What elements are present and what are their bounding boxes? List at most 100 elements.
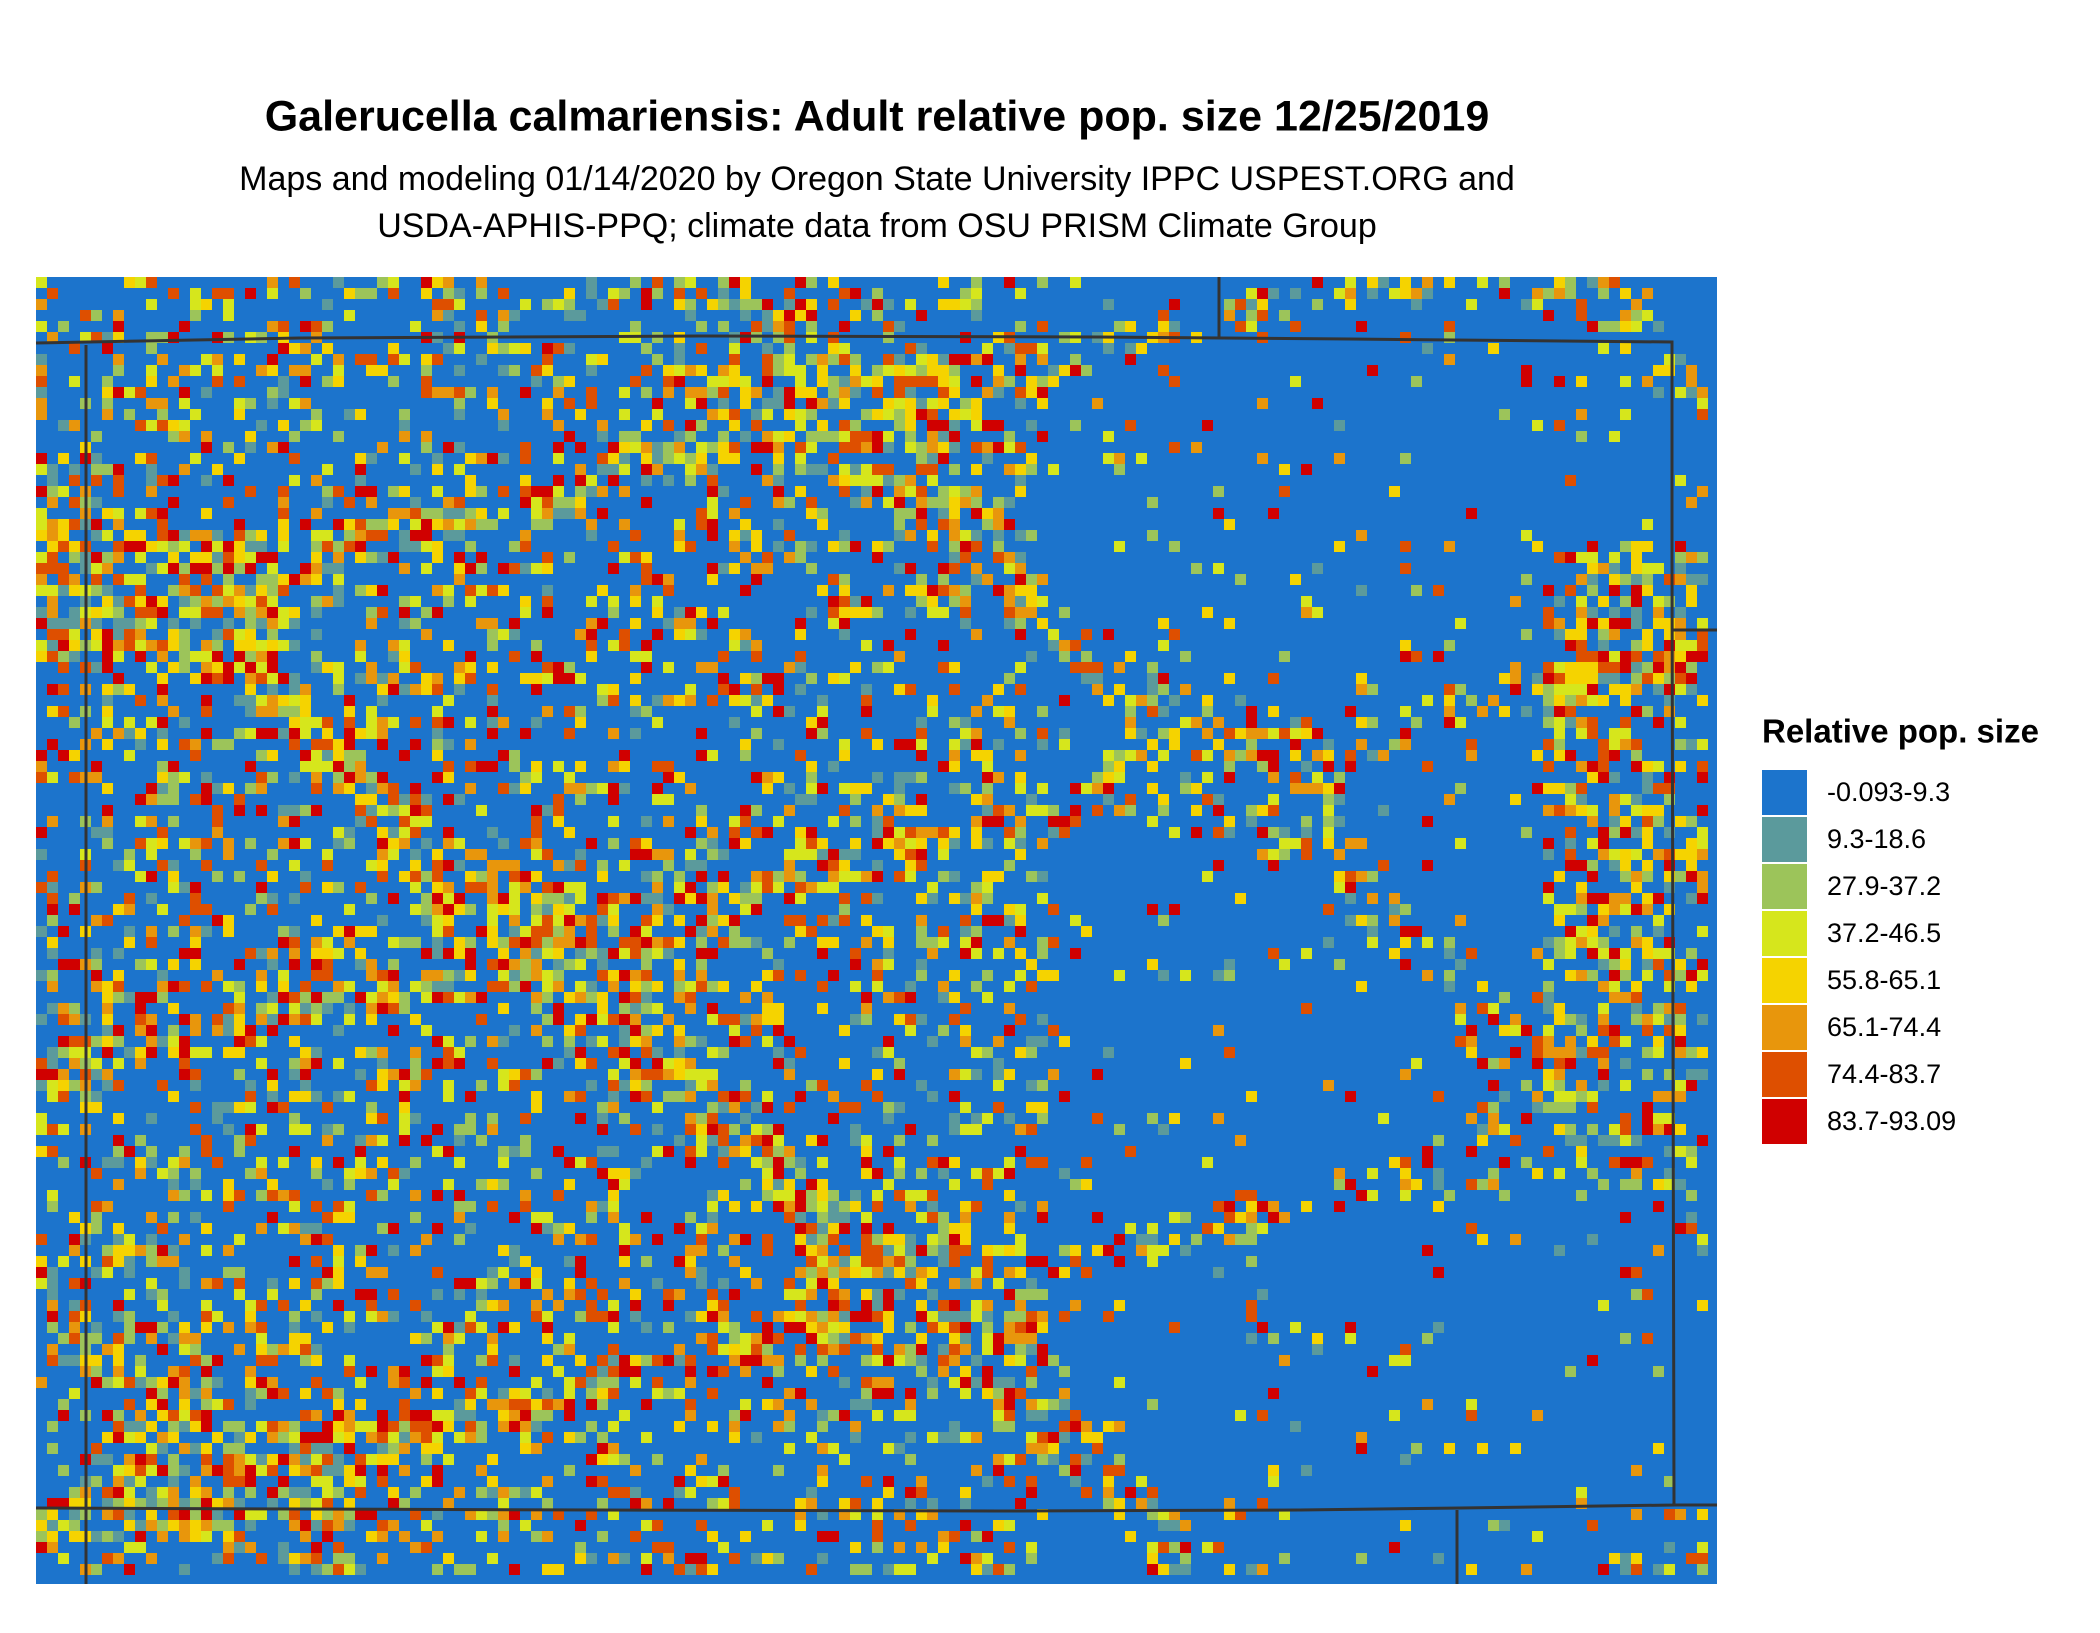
raster-cell (1521, 299, 1532, 310)
raster-cell (740, 497, 751, 508)
raster-cell (938, 1322, 949, 1333)
raster-cell (1202, 695, 1213, 706)
raster-cell (267, 684, 278, 695)
raster-cell (1136, 453, 1147, 464)
raster-cell (1675, 959, 1686, 970)
raster-cell (795, 1047, 806, 1058)
raster-cell (916, 1278, 927, 1289)
raster-cell (784, 321, 795, 332)
raster-cell (300, 1058, 311, 1069)
raster-cell (1015, 1245, 1026, 1256)
raster-cell (1598, 288, 1609, 299)
raster-cell (399, 354, 410, 365)
raster-cell (1037, 1080, 1048, 1091)
raster-cell (1235, 1135, 1246, 1146)
raster-cell (1686, 497, 1697, 508)
raster-cell (685, 827, 696, 838)
raster-cell (707, 409, 718, 420)
raster-cell (1653, 948, 1664, 959)
raster-cell (762, 1135, 773, 1146)
raster-cell (267, 354, 278, 365)
raster-cell (223, 574, 234, 585)
raster-cell (1323, 904, 1334, 915)
raster-cell (366, 772, 377, 783)
raster-cell (311, 970, 322, 981)
raster-cell (377, 1069, 388, 1080)
raster-cell (773, 871, 784, 882)
raster-cell (1026, 376, 1037, 387)
raster-cell (1004, 1388, 1015, 1399)
raster-cell (1400, 453, 1411, 464)
raster-cell (1598, 1080, 1609, 1091)
raster-cell (1598, 827, 1609, 838)
raster-cell (1169, 827, 1180, 838)
raster-cell (146, 1234, 157, 1245)
raster-cell (718, 398, 729, 409)
raster-cell (564, 508, 575, 519)
raster-cell (663, 794, 674, 805)
raster-cell (652, 695, 663, 706)
raster-cell (1477, 1003, 1488, 1014)
raster-cell (674, 695, 685, 706)
raster-cell (817, 915, 828, 926)
raster-cell (377, 365, 388, 376)
raster-cell (630, 442, 641, 453)
raster-cell (707, 1366, 718, 1377)
raster-cell (971, 420, 982, 431)
raster-cell (1037, 948, 1048, 959)
raster-cell (685, 541, 696, 552)
raster-cell (47, 871, 58, 882)
raster-cell (234, 1344, 245, 1355)
raster-cell (278, 838, 289, 849)
raster-cell (146, 871, 157, 882)
raster-cell (1235, 321, 1246, 332)
raster-cell (190, 882, 201, 893)
raster-cell (1532, 992, 1543, 1003)
raster-cell (542, 563, 553, 574)
raster-cell (201, 772, 212, 783)
raster-cell (1554, 684, 1565, 695)
raster-cell (1543, 695, 1554, 706)
raster-cell (399, 805, 410, 816)
raster-cell (498, 629, 509, 640)
raster-cell (311, 607, 322, 618)
raster-cell (674, 629, 685, 640)
raster-cell (971, 1124, 982, 1135)
raster-cell (553, 904, 564, 915)
raster-cell (806, 1333, 817, 1344)
raster-cell (1411, 717, 1422, 728)
raster-cell (971, 442, 982, 453)
raster-cell (124, 541, 135, 552)
raster-cell (586, 1377, 597, 1388)
raster-cell (1587, 772, 1598, 783)
raster-cell (762, 1091, 773, 1102)
raster-cell (366, 1300, 377, 1311)
raster-cell (1400, 1168, 1411, 1179)
raster-cell (1246, 706, 1257, 717)
raster-cell (157, 992, 168, 1003)
raster-cell (993, 805, 1004, 816)
raster-cell (927, 409, 938, 420)
raster-cell (91, 1267, 102, 1278)
raster-cell (806, 1080, 817, 1091)
raster-cell (443, 1333, 454, 1344)
raster-cell (1004, 805, 1015, 816)
raster-cell (454, 1212, 465, 1223)
raster-cell (1587, 1091, 1598, 1102)
raster-cell (993, 519, 1004, 530)
raster-cell (773, 1124, 784, 1135)
raster-cell (597, 486, 608, 497)
raster-cell (289, 277, 300, 288)
raster-cell (1675, 662, 1686, 673)
raster-cell (1334, 882, 1345, 893)
raster-cell (949, 992, 960, 1003)
raster-cell (784, 530, 795, 541)
raster-cell (949, 662, 960, 673)
raster-cell (135, 640, 146, 651)
raster-cell (531, 486, 542, 497)
raster-cell (883, 992, 894, 1003)
raster-cell (949, 1322, 960, 1333)
raster-cell (267, 728, 278, 739)
raster-cell (443, 1410, 454, 1421)
raster-cell (1653, 651, 1664, 662)
